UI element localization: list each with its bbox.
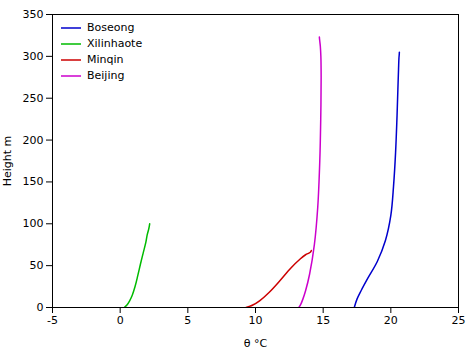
- html-text:Beijing: Beijing: [87, 69, 125, 82]
- html-text:Boseong: Boseong: [87, 21, 135, 34]
- svg-text:5: 5: [184, 314, 191, 327]
- svg-text:0: 0: [37, 301, 44, 314]
- svg-text:200: 200: [23, 134, 44, 147]
- svg-text:50: 50: [30, 259, 44, 272]
- svg-text:100: 100: [23, 217, 44, 230]
- svg-text:150: 150: [23, 175, 44, 188]
- svg-text:0: 0: [117, 314, 124, 327]
- html-text:Xilinhaote: Xilinhaote: [87, 37, 143, 50]
- svg-text:10: 10: [249, 314, 263, 327]
- svg-text:250: 250: [23, 92, 44, 105]
- svg-text:-5: -5: [47, 314, 58, 327]
- svg-text:θ °C: θ °C: [244, 337, 268, 349]
- svg-text:20: 20: [384, 314, 398, 327]
- svg-text:350: 350: [23, 8, 44, 21]
- svg-text:Height m: Height m: [1, 136, 14, 187]
- svg-text:300: 300: [23, 50, 44, 63]
- svg-text:15: 15: [316, 314, 330, 327]
- svg-text:25: 25: [452, 314, 466, 327]
- html-text:Minqin: Minqin: [87, 53, 124, 66]
